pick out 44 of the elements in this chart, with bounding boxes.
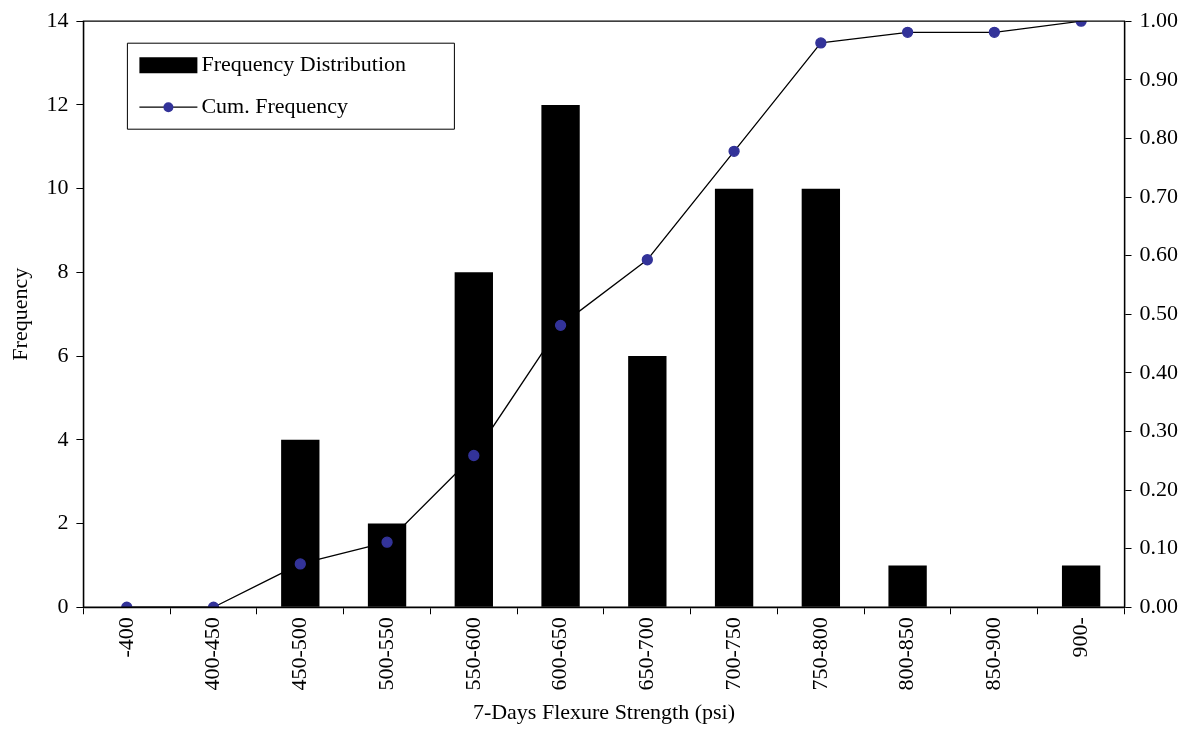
y2-tick-label: 0.50 — [1139, 300, 1178, 326]
point — [815, 37, 827, 49]
x-tick-label: -400 — [112, 617, 138, 658]
y-axis-title: Frequency — [6, 267, 32, 361]
x-tick-label: 850-900 — [980, 617, 1006, 691]
point — [294, 558, 306, 570]
x-tick-label: 500-550 — [372, 617, 398, 691]
y-tick-label: 12 — [46, 90, 69, 116]
y-tick-label: 2 — [57, 509, 69, 535]
y-tick-label: 14 — [46, 6, 69, 32]
x-axis-title: 7-Days Flexure Strength (psi) — [472, 698, 736, 724]
y2-tick-label: 0.60 — [1139, 241, 1178, 267]
y-tick-label: 10 — [46, 174, 69, 200]
y2-tick-label: 0.80 — [1139, 124, 1178, 150]
x-tick-label: 600-650 — [546, 617, 572, 691]
x-tick-label: 700-750 — [719, 617, 745, 691]
x-tick-label: 450-500 — [286, 617, 312, 691]
x-tick-label: 400-450 — [199, 617, 225, 691]
y2-tick-label: 0.00 — [1139, 593, 1178, 619]
point — [468, 449, 480, 462]
point — [554, 319, 567, 332]
y2-tick-label: 0.90 — [1139, 65, 1178, 91]
y2-tick-label: 0.40 — [1139, 358, 1178, 384]
legend-label: Frequency Distribution — [201, 50, 407, 76]
y2-tick-label: 0.20 — [1139, 475, 1178, 501]
y-tick-label: 0 — [57, 593, 69, 619]
x-tick-label: 550-600 — [459, 617, 485, 691]
y-tick-label: 6 — [57, 341, 69, 367]
y-tick-label: 4 — [57, 425, 69, 451]
x-tick-label: 750-800 — [806, 617, 832, 691]
point — [641, 254, 653, 266]
y2-tick-label: 1.00 — [1139, 6, 1178, 32]
y2-tick-label: 0.70 — [1139, 182, 1178, 208]
point — [901, 26, 914, 38]
x-tick-label: 900- — [1066, 617, 1092, 658]
legend-label: Cum. Frequency — [201, 92, 349, 118]
y2-tick-label: 0.10 — [1139, 534, 1178, 560]
y-tick-label: 8 — [57, 258, 69, 284]
point — [988, 26, 1001, 38]
x-tick-label: 800-850 — [893, 617, 919, 691]
point — [381, 536, 393, 548]
point — [728, 145, 740, 157]
x-tick-label: 650-700 — [633, 617, 659, 691]
y2-tick-label: 0.30 — [1139, 417, 1178, 443]
